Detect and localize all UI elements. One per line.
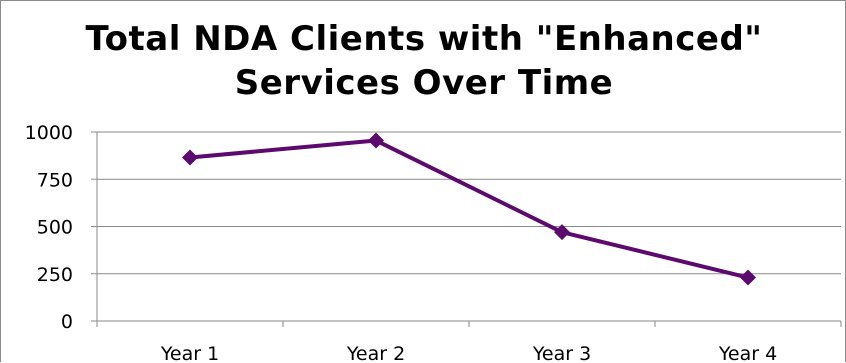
x-tick-label: Year 2 [346,343,405,363]
y-tick-label: 250 [37,264,73,286]
y-tick-label: 500 [37,217,73,239]
x-tick-label: Year 4 [718,343,777,363]
gridlines [97,131,841,275]
y-tick-label: 1000 [25,122,73,144]
y-tick-label: 0 [61,311,73,333]
data-point-marker [554,224,570,241]
series-layer [182,132,756,286]
series-line [189,138,749,280]
y-tick-label: 750 [37,169,73,191]
data-point-marker [368,132,384,149]
x-tick-labels: Year 1 Year 2 Year 3 Year 4 [160,343,777,363]
y-tick-labels: 0 250 500 750 1000 [25,122,73,333]
axes [91,131,842,327]
x-tick-label: Year 1 [160,343,219,363]
chart-title: Total NDA Clients with "Enhanced" Servic… [85,19,763,103]
x-tick-label: Year 3 [532,343,591,363]
data-point-marker [182,149,198,166]
data-point-marker [740,269,756,286]
